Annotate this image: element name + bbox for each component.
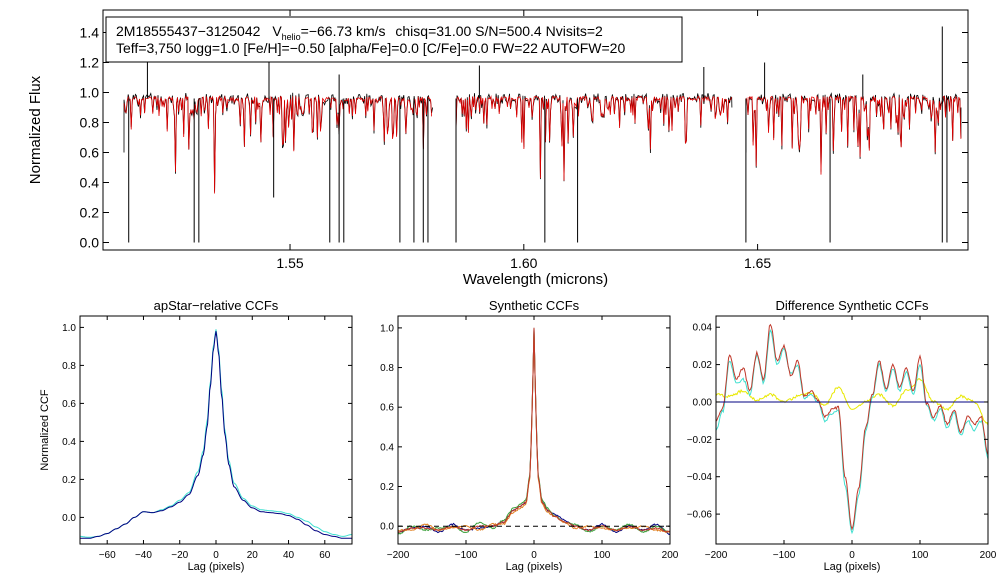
ccf2-series-combined — [398, 327, 670, 533]
ccf3-x-axis-label: Lag (pixels) — [824, 561, 881, 573]
spectrum-y-tick-label: 1.4 — [80, 24, 100, 40]
spectrum-y-tick-label: 0.0 — [80, 234, 100, 250]
ccf1-y-tick-label: 0.0 — [62, 513, 76, 524]
ccf3-title: Difference Synthetic CCFs — [776, 298, 929, 313]
ccf2-y-tick-label: 1.0 — [380, 323, 394, 334]
model-spectrum-chip-2 — [455, 94, 733, 181]
ccf3-x-tick-label: −100 — [773, 550, 796, 561]
ccf1-x-tick-label: −60 — [99, 550, 116, 561]
ccf3-series-cyan — [716, 328, 988, 535]
ccf1-title: apStar−relative CCFs — [154, 298, 279, 313]
ccf3-panel: −200 −100 0 100 200 −0.06 −0.04 −0.02 0.00 0.02 0.… — [687, 298, 997, 573]
ccf2-x-tick-label: −100 — [455, 550, 478, 561]
ccf3-series-red — [716, 323, 988, 531]
ccf2-x-tick-label: 0 — [531, 550, 537, 561]
ccf1-x-tick-label: 0 — [213, 550, 219, 561]
ccf2-y-tick-label: 0.8 — [380, 363, 394, 374]
spectrum-panel: 2M18555437−3125042 Vhelio=−66.73 km/s ch… — [105, 16, 683, 63]
ccf1-y-tick-label: 0.6 — [62, 399, 76, 410]
spectrum-y-axis-label: Normalized Flux — [27, 75, 44, 184]
ccf3-frame — [715, 315, 989, 545]
ccf2-x-axis-label: Lag (pixels) — [506, 561, 563, 573]
info-rest: chisq=31.00 S/N=500.4 Nvisits=2 — [395, 23, 603, 39]
ccf2-series-visit-1 — [398, 327, 670, 536]
v-value: =−66.73 km/s — [301, 23, 386, 39]
ccf1-y-tick-label: 0.2 — [62, 475, 76, 486]
ccf1-data — [80, 329, 352, 539]
v-label: V — [272, 23, 282, 39]
spectrum-y-tick-label: 1.2 — [80, 54, 100, 70]
ccf2-series-template — [398, 327, 670, 533]
ccf1-x-tick-label: 60 — [319, 550, 331, 561]
ccf3-x-tick-label: −200 — [705, 550, 728, 561]
info-line-1: 2M18555437−3125042 Vhelio=−66.73 km/s ch… — [116, 23, 603, 42]
ccf1-y-tick-label: 0.8 — [62, 361, 76, 372]
spectrum-data — [123, 26, 962, 243]
ccf3-y-tick-label: 0.00 — [693, 397, 713, 408]
ccf3-x-tick-label: 200 — [980, 550, 997, 561]
spectrum-x-tick-label: 1.55 — [276, 255, 303, 271]
ccf1-x-axis-label: Lag (pixels) — [188, 561, 245, 573]
model-spectrum-chip-3 — [745, 94, 962, 175]
ccf2-x-tick-label: 200 — [662, 550, 679, 561]
ccf3-x-tick-label: 0 — [849, 550, 855, 561]
ccf3-series-yellow — [716, 377, 988, 426]
spectrum-y-tick-label: 0.2 — [80, 204, 100, 220]
spectrum-y-tick-label: 0.4 — [80, 174, 100, 190]
ccf2-data — [398, 327, 670, 536]
ccf1-series-visit-1 — [80, 329, 352, 538]
ccf2-panel: −200 −100 0 100 200 0.0 0.2 0.4 0.6 0.8 1.0 Lag (pi… — [380, 298, 679, 573]
ccf1-x-tick-label: 20 — [247, 550, 259, 561]
ccf2-y-tick-label: 0.2 — [380, 482, 394, 493]
ccf3-y-tick-label: 0.02 — [693, 360, 713, 371]
ccf2-y-tick-label: 0.6 — [380, 403, 394, 414]
ccf1-frame — [79, 315, 353, 545]
ccf1-panel: −60 −40 −20 0 20 40 60 0.0 0.2 0.4 0.6 0.8 1.0 Lag (p… — [39, 298, 353, 573]
observed-spectrum-chip-2 — [455, 92, 733, 182]
ccf1-x-tick-label: −20 — [171, 550, 188, 561]
ccf3-x-tick-label: 100 — [912, 550, 929, 561]
spectrum-y-tick-label: 1.0 — [80, 84, 100, 100]
info-box — [105, 16, 683, 63]
spectrum-y-tick-label: 0.6 — [80, 144, 100, 160]
spectrum-frame — [102, 9, 969, 251]
ccf1-series-visit-2 — [80, 331, 352, 539]
ccf1-y-tick-label: 1.0 — [62, 323, 76, 334]
model-spectrum-chip-1 — [123, 95, 432, 194]
ccf2-y-tick-label: 0.0 — [380, 522, 394, 533]
ccf2-title: Synthetic CCFs — [489, 298, 580, 313]
ccf3-y-tick-label: 0.04 — [693, 323, 713, 334]
ccf1-y-axis-label: Normalized CCF — [39, 389, 51, 471]
ccf2-series-visit-2 — [398, 329, 670, 535]
spectrum-x-tick-label: 1.65 — [744, 255, 771, 271]
star-id: 2M18555437−3125042 — [116, 23, 261, 39]
ccf1-x-tick-label: −40 — [135, 550, 152, 561]
spectrum-x-axis-label: Wavelength (microns) — [463, 271, 608, 288]
ccf3-y-tick-label: −0.06 — [687, 510, 713, 521]
ccf1-y-tick-label: 0.4 — [62, 437, 76, 448]
ccf3-data — [716, 323, 988, 535]
ccf2-x-tick-label: −200 — [387, 550, 410, 561]
ccf2-y-tick-label: 0.4 — [380, 442, 394, 453]
ccf3-y-tick-label: −0.02 — [687, 435, 713, 446]
ccf1-x-tick-label: 40 — [283, 550, 295, 561]
spectrum-y-tick-label: 0.8 — [80, 114, 100, 130]
ccf2-x-tick-label: 100 — [594, 550, 611, 561]
info-line-2: Teff=3,750 logg=1.0 [Fe/H]=−0.50 [alpha/… — [116, 40, 625, 56]
v-sub: helio — [282, 32, 301, 42]
spectrum-x-tick-label: 1.60 — [510, 255, 537, 271]
spectrum-axes: 1.55 1.60 1.65 0.0 0.2 0.4 0.6 0.8 1.0 1.2 1.4 Wave… — [27, 9, 969, 288]
ccf3-y-tick-label: −0.04 — [687, 472, 713, 483]
